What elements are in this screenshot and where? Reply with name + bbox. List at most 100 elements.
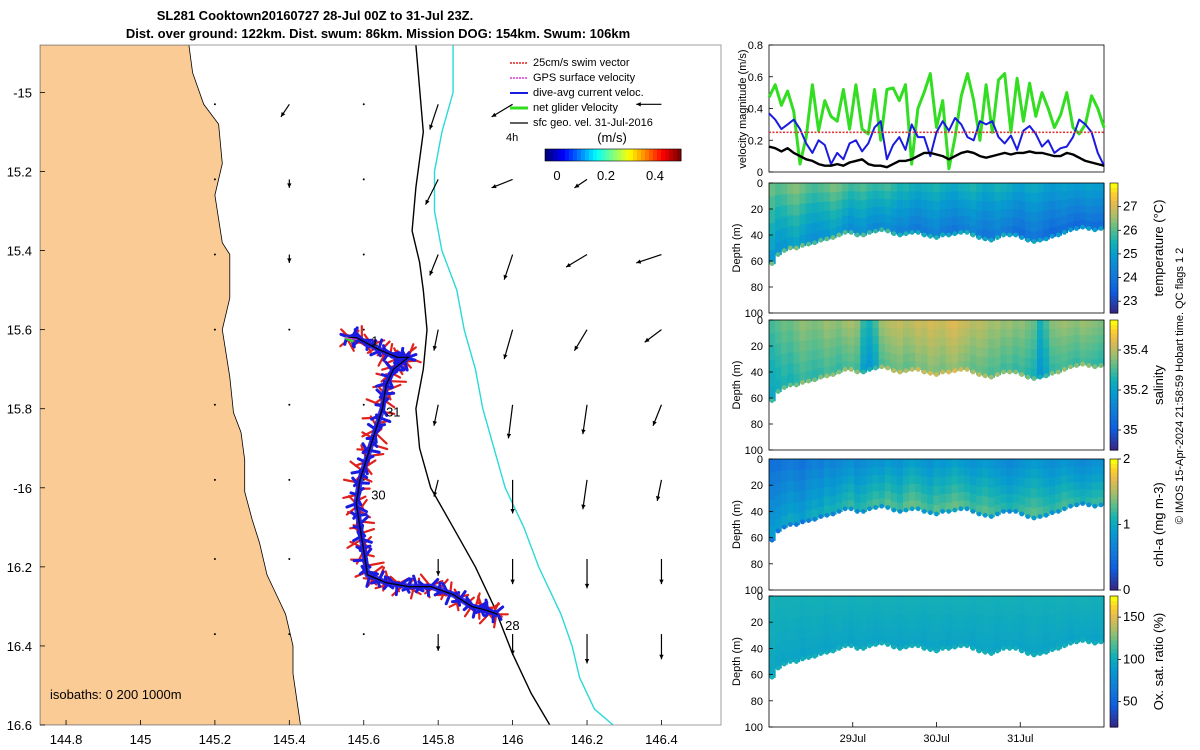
section-cell bbox=[1043, 596, 1050, 606]
section-cell bbox=[1079, 466, 1087, 475]
section-cell bbox=[1000, 328, 1008, 338]
section-bottom-dot bbox=[781, 661, 787, 667]
section-cell bbox=[915, 483, 922, 493]
section-cell bbox=[1006, 622, 1014, 632]
section-cell bbox=[903, 638, 910, 648]
section-cell bbox=[866, 483, 874, 493]
section-cell bbox=[1000, 183, 1008, 193]
section-cell bbox=[884, 320, 892, 329]
section-cell bbox=[836, 226, 843, 236]
depth-axis-label: Depth (m) bbox=[731, 500, 743, 549]
map-colorbar-tick-0: 0 bbox=[553, 168, 560, 183]
section-colorbar-step bbox=[1110, 265, 1118, 271]
section-cell bbox=[775, 331, 782, 345]
section-colorbar-step bbox=[1110, 363, 1118, 369]
depth-tick-label: 40 bbox=[751, 643, 763, 655]
section-cell bbox=[781, 618, 788, 631]
section-cell bbox=[1000, 467, 1008, 478]
section-cell bbox=[872, 344, 880, 353]
section-bottom-dot bbox=[1019, 235, 1025, 241]
section-cell bbox=[860, 226, 868, 236]
vector-head bbox=[574, 345, 579, 351]
section-cell bbox=[963, 629, 971, 639]
section-cell bbox=[951, 493, 959, 503]
vector-head bbox=[656, 496, 661, 501]
section-cell bbox=[982, 459, 989, 469]
section-cell bbox=[884, 620, 892, 629]
section-bottom-dot bbox=[1068, 227, 1073, 233]
section-cell bbox=[976, 614, 983, 625]
section-cell bbox=[890, 613, 898, 623]
section-cell bbox=[860, 354, 868, 364]
section-cell bbox=[976, 605, 983, 615]
section-cell bbox=[878, 183, 886, 192]
section-cell bbox=[933, 365, 941, 376]
section-cell bbox=[1006, 596, 1014, 606]
section-colorbar-frame bbox=[1109, 319, 1119, 451]
section-cell bbox=[1061, 361, 1069, 370]
section-cell bbox=[848, 475, 855, 485]
section-bottom-dot bbox=[1007, 232, 1012, 238]
section-cell bbox=[842, 344, 849, 354]
section-cell bbox=[927, 200, 935, 211]
section-cell bbox=[896, 217, 904, 227]
section-colorbar-step bbox=[1110, 485, 1118, 491]
section-cell bbox=[860, 604, 868, 615]
section-colorbar-step bbox=[1110, 291, 1118, 297]
section-cell bbox=[1079, 205, 1087, 214]
section-cell bbox=[1085, 198, 1093, 207]
velocity-series-1 bbox=[768, 112, 1105, 167]
section-cell bbox=[963, 215, 971, 225]
section-cell bbox=[1061, 328, 1069, 338]
section-cell bbox=[848, 344, 855, 354]
section-cell bbox=[829, 338, 837, 348]
section-cell bbox=[1006, 337, 1014, 347]
section-cell bbox=[872, 467, 880, 476]
section-cell bbox=[915, 475, 922, 485]
section-cell bbox=[1037, 478, 1044, 489]
section-colorbar-step bbox=[1110, 493, 1118, 499]
section-cell bbox=[1024, 211, 1032, 222]
section-cell bbox=[957, 207, 965, 217]
section-cell bbox=[829, 495, 837, 506]
section-cell bbox=[884, 636, 892, 646]
section-cell bbox=[872, 191, 880, 200]
colorbar-tick-label: 35.2 bbox=[1123, 382, 1148, 397]
section-cell bbox=[775, 183, 782, 196]
depth-tick-label: 40 bbox=[751, 367, 763, 379]
section-cell bbox=[836, 596, 843, 606]
section-cell bbox=[848, 352, 855, 362]
surface-vector bbox=[659, 634, 664, 660]
section-colorbar-frame bbox=[1109, 595, 1119, 728]
section-colorbar-step bbox=[1110, 320, 1118, 325]
section-cell bbox=[890, 320, 898, 330]
section-cell bbox=[787, 469, 794, 482]
section-cell bbox=[1073, 489, 1081, 498]
section-cell bbox=[811, 183, 819, 194]
section-cell bbox=[890, 501, 898, 511]
section-bottom-dot bbox=[854, 369, 860, 375]
section-cell bbox=[854, 217, 861, 227]
section-cell bbox=[982, 487, 989, 498]
section-cell bbox=[896, 502, 904, 512]
section-cell bbox=[1006, 613, 1014, 623]
section-cell bbox=[909, 629, 916, 639]
section-cell bbox=[805, 500, 813, 511]
vector-head bbox=[432, 345, 437, 351]
section-cell bbox=[1067, 359, 1075, 368]
section-cell bbox=[1043, 633, 1050, 644]
section-cell bbox=[836, 502, 843, 512]
section-cell bbox=[896, 639, 904, 649]
surface-vector bbox=[510, 479, 515, 514]
section-cell bbox=[866, 596, 874, 605]
section-colorbar-step bbox=[1110, 546, 1118, 552]
section-cell bbox=[817, 605, 825, 616]
section-cell bbox=[988, 507, 995, 518]
section-bottom-dot bbox=[1025, 651, 1031, 656]
section-cell bbox=[951, 225, 959, 235]
colorbar-tick-label: 1 bbox=[1123, 517, 1130, 532]
section-cell bbox=[933, 201, 941, 211]
section-cell bbox=[842, 637, 849, 647]
